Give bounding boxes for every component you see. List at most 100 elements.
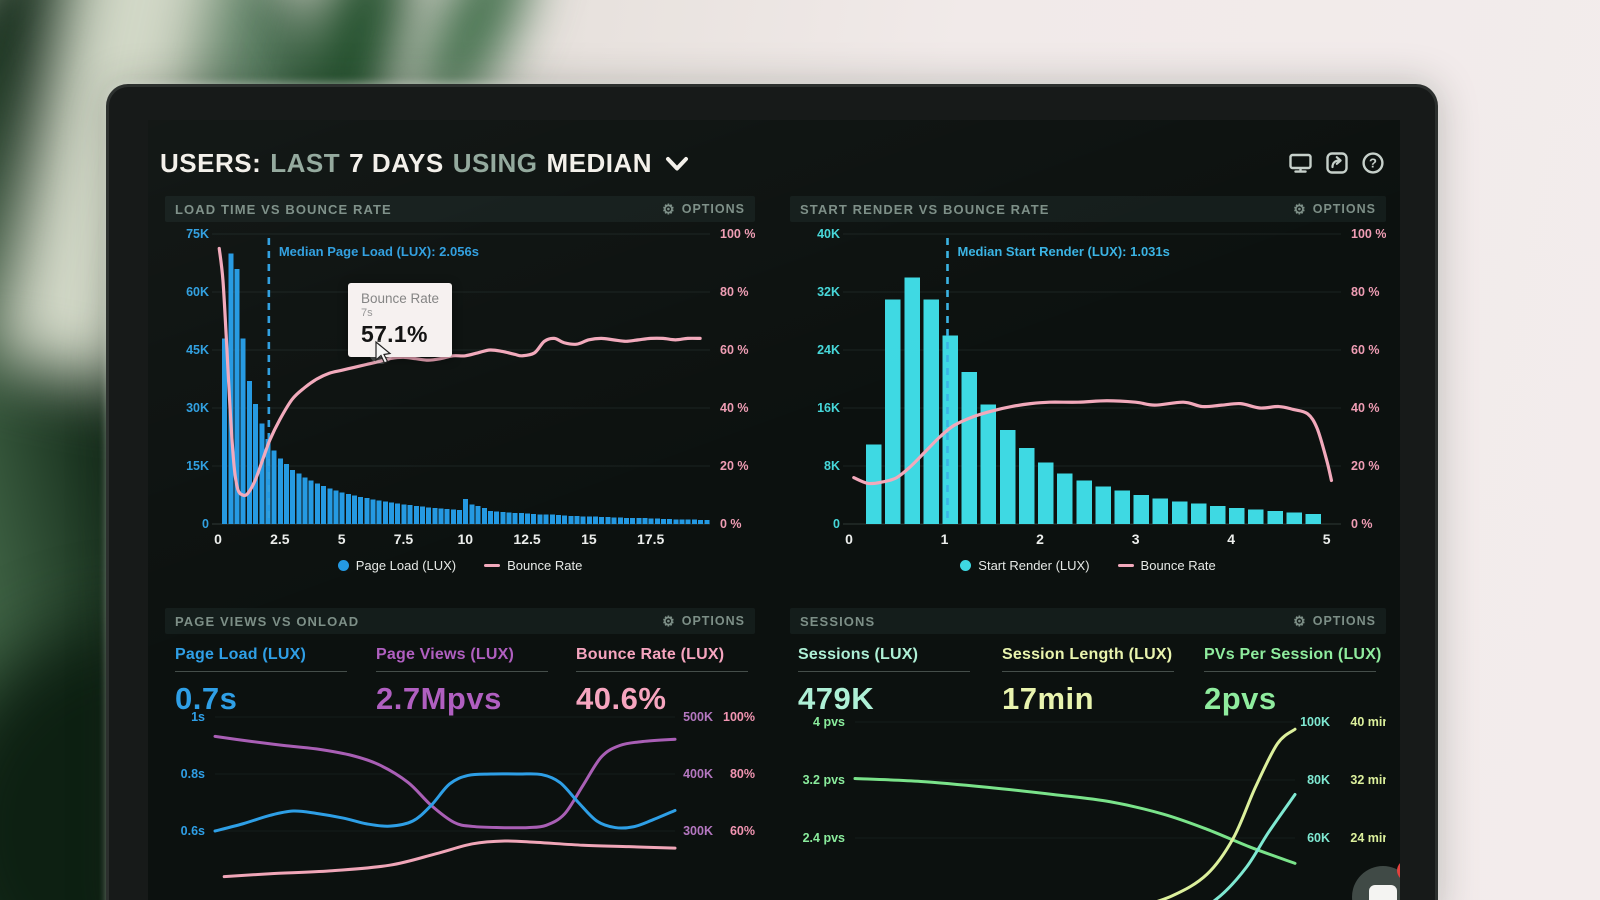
metric-value: 17min: [1002, 681, 1095, 716]
legend-item[interactable]: Bounce Rate: [484, 558, 582, 573]
legend-label: Bounce Rate: [1140, 558, 1216, 573]
legend-dot-swatch: [337, 560, 349, 571]
svg-text:12.5: 12.5: [513, 531, 540, 547]
svg-text:60K: 60K: [186, 285, 209, 299]
sessions-chart[interactable]: 4 pvs 100K 40 min 3.2 pvs 80K 32 min 2.4 pvs 60…: [790, 712, 1386, 900]
legend-label: Page Load (LUX): [355, 558, 457, 573]
metric-session-length: Session Length (LUX) 17min: [1002, 646, 1188, 717]
options-button[interactable]: ⚙ OPTIONS: [1293, 614, 1376, 628]
title-segment: LAST: [270, 148, 341, 178]
title-segment: 7 DAYS: [349, 148, 444, 178]
svg-text:80 %: 80 %: [1351, 285, 1380, 299]
svg-text:400K: 400K: [683, 767, 713, 781]
svg-text:30K: 30K: [186, 401, 209, 415]
legend-label: Start Render (LUX): [978, 558, 1090, 573]
dashboard-title-dropdown[interactable]: USERS: LAST 7 DAYS USING MEDIAN: [160, 148, 689, 179]
svg-text:8K: 8K: [824, 459, 840, 473]
panel-sessions: SESSIONS ⚙ OPTIONS Sessions (LUX) 479K S…: [790, 608, 1386, 900]
chart-legend: Page Load (LUX) Bounce Rate: [165, 558, 755, 573]
svg-text:45K: 45K: [186, 343, 209, 357]
chat-unread-badge: 4: [1397, 860, 1400, 881]
svg-text:75K: 75K: [186, 227, 209, 241]
legend-item[interactable]: Bounce Rate: [1117, 558, 1216, 573]
legend-dash-swatch: [484, 564, 501, 567]
svg-text:4: 4: [1227, 531, 1235, 547]
svg-text:40 %: 40 %: [1351, 401, 1380, 415]
title-segment: USING: [452, 148, 538, 178]
svg-text:0: 0: [202, 517, 209, 531]
svg-text:0.6s: 0.6s: [181, 824, 205, 838]
chat-launcher[interactable]: 4: [1352, 860, 1400, 900]
help-icon[interactable]: ?: [1362, 152, 1384, 174]
options-button[interactable]: ⚙ OPTIONS: [662, 614, 745, 628]
svg-text:0: 0: [845, 531, 853, 547]
legend-item[interactable]: Page Load (LUX): [337, 558, 457, 573]
svg-text:0 %: 0 %: [1351, 517, 1373, 531]
metric-divider: [175, 671, 347, 672]
start-render-chart[interactable]: 40K 100 % 32K 80 % 24K 60 % 16K 40 % 8K 20 % 0 0 % 0…: [790, 222, 1386, 554]
panel-header: START RENDER VS BOUNCE RATE ⚙ OPTIONS: [790, 196, 1386, 222]
svg-text:15K: 15K: [186, 459, 209, 473]
svg-text:500K: 500K: [683, 712, 713, 724]
metric-value: 0.7s: [175, 681, 238, 716]
svg-text:2.5: 2.5: [270, 531, 290, 547]
chevron-down-icon: [665, 156, 689, 172]
page-views-chart[interactable]: 1s 500K 100% 0.8s 400K 80% 0.6s 300K 60%: [165, 712, 755, 900]
options-label: OPTIONS: [681, 202, 745, 216]
panel-start-render-vs-bounce-rate: START RENDER VS BOUNCE RATE ⚙ OPTIONS 40…: [790, 196, 1386, 578]
svg-text:15: 15: [581, 531, 597, 547]
title-segment: USERS:: [160, 148, 262, 178]
gear-icon: ⚙: [1293, 201, 1307, 217]
options-label: OPTIONS: [681, 614, 745, 628]
svg-text:1: 1: [941, 531, 949, 547]
svg-text:0: 0: [214, 531, 222, 547]
svg-text:80%: 80%: [730, 767, 755, 781]
metric-divider: [576, 671, 748, 672]
svg-text:Median Start Render (LUX): 1.0: Median Start Render (LUX): 1.031s: [957, 244, 1169, 259]
svg-text:60%: 60%: [730, 824, 755, 838]
display-icon[interactable]: [1289, 152, 1312, 174]
options-button[interactable]: ⚙ OPTIONS: [1293, 202, 1376, 216]
load-time-chart[interactable]: 75K 100 % 60K 80 % 45K 60 % 30K 40 % 15K 20 % 0 0 %…: [165, 222, 755, 554]
gear-icon: ⚙: [1293, 613, 1307, 629]
chart-tooltip: Bounce Rate 7s 57.1%: [348, 283, 453, 357]
svg-text:40 min: 40 min: [1350, 715, 1386, 729]
gear-icon: ⚙: [662, 201, 676, 217]
gear-icon: ⚙: [662, 613, 676, 629]
metric-divider: [1204, 671, 1376, 672]
svg-text:3.2 pvs: 3.2 pvs: [803, 773, 845, 787]
metric-sessions: Sessions (LUX) 479K: [798, 646, 984, 717]
legend-item[interactable]: Start Render (LUX): [960, 558, 1090, 573]
svg-text:80K: 80K: [1307, 773, 1330, 787]
svg-text:60 %: 60 %: [720, 343, 749, 357]
options-button[interactable]: ⚙ OPTIONS: [662, 202, 745, 216]
svg-text:60K: 60K: [1307, 831, 1330, 845]
svg-text:80 %: 80 %: [720, 285, 749, 299]
options-label: OPTIONS: [1312, 202, 1376, 216]
panel-title: SESSIONS: [800, 613, 876, 629]
svg-text:7.5: 7.5: [394, 531, 414, 547]
svg-text:20 %: 20 %: [720, 459, 749, 473]
svg-text:5: 5: [338, 531, 346, 547]
share-icon[interactable]: [1326, 152, 1348, 174]
svg-text:100 %: 100 %: [720, 227, 755, 241]
legend-dash-swatch: [1117, 564, 1134, 567]
metric-page-views: Page Views (LUX) 2.7Mpvs: [376, 646, 562, 717]
svg-text:Median Page Load (LUX): 2.056s: Median Page Load (LUX): 2.056s: [279, 244, 479, 259]
metric-label: Bounce Rate (LUX): [576, 646, 725, 663]
metric-pvs-per-session: PVs Per Session (LUX) 2pvs: [1204, 646, 1390, 717]
svg-text:0.8s: 0.8s: [181, 767, 205, 781]
metric-value: 40.6%: [576, 681, 667, 716]
svg-text:24K: 24K: [817, 343, 840, 357]
svg-text:3: 3: [1132, 531, 1140, 547]
svg-text:32K: 32K: [817, 285, 840, 299]
monitor-bezel: USERS: LAST 7 DAYS USING MEDIAN ? LOAD T…: [106, 84, 1438, 900]
panel-title: PAGE VIEWS VS ONLOAD: [175, 613, 360, 629]
metric-value: 479K: [798, 681, 875, 716]
metric-divider: [376, 671, 548, 672]
legend-dot-swatch: [960, 560, 972, 571]
panel-title: START RENDER VS BOUNCE RATE: [800, 201, 1050, 217]
svg-text:0 %: 0 %: [720, 517, 742, 531]
metric-value: 2pvs: [1204, 681, 1277, 716]
panel-header: SESSIONS ⚙ OPTIONS: [790, 608, 1386, 634]
